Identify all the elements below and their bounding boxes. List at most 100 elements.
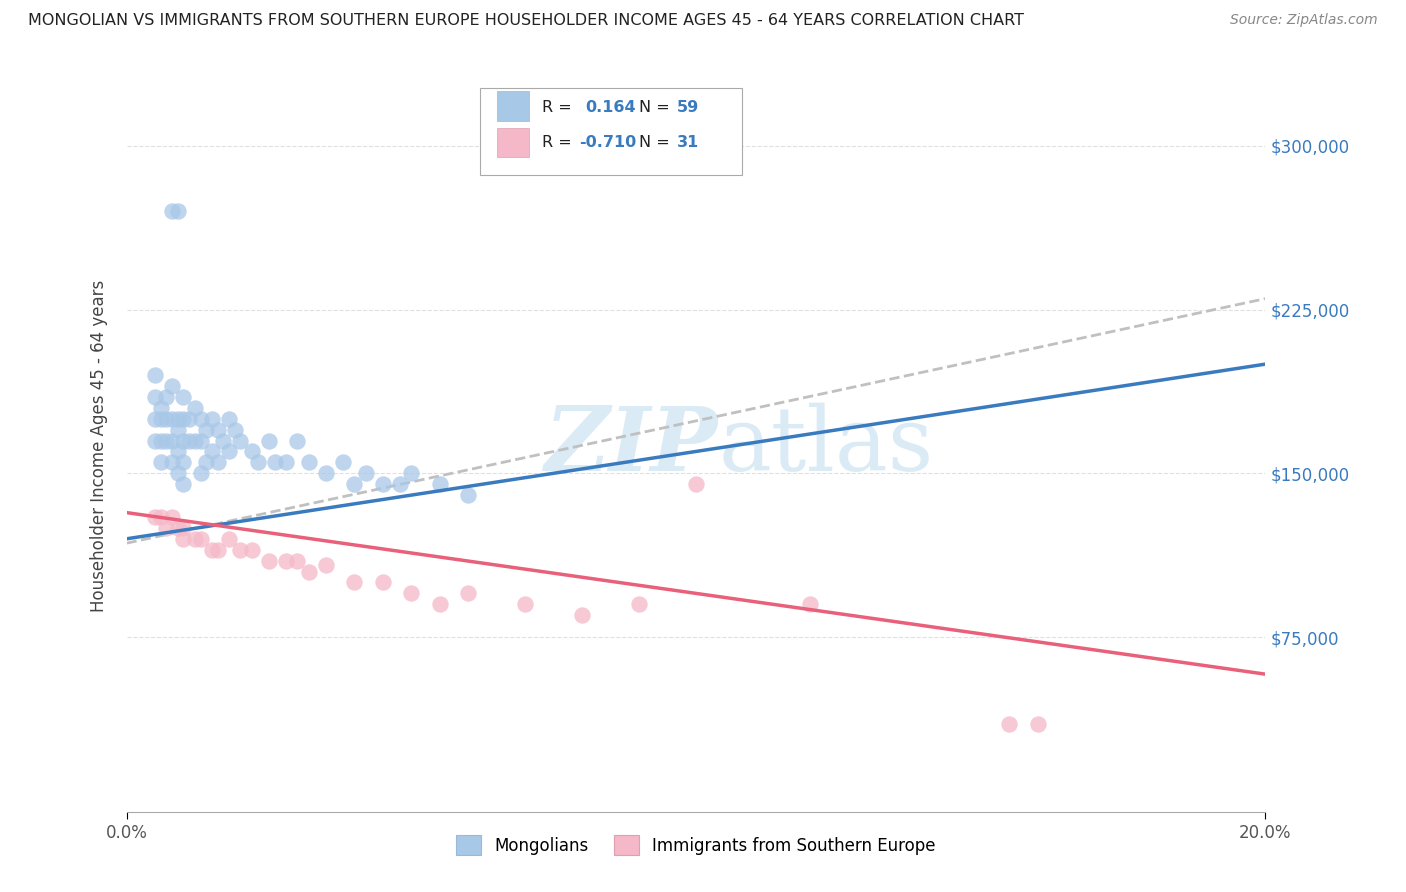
Y-axis label: Householder Income Ages 45 - 64 years: Householder Income Ages 45 - 64 years	[90, 280, 108, 612]
Point	[515, 597, 537, 611]
Point	[155, 521, 177, 535]
Point	[155, 390, 177, 404]
Point	[160, 379, 183, 393]
Text: ZIP: ZIP	[546, 403, 718, 489]
Point	[298, 455, 321, 469]
Point	[149, 411, 172, 425]
Point	[179, 434, 201, 448]
Point	[201, 444, 224, 458]
Point	[571, 608, 593, 623]
Point	[401, 467, 423, 481]
Point	[149, 455, 172, 469]
Point	[184, 401, 207, 415]
Point	[229, 434, 252, 448]
Point	[190, 411, 212, 425]
Point	[315, 467, 337, 481]
Point	[257, 434, 280, 448]
Text: N =: N =	[640, 100, 675, 115]
Point	[166, 423, 188, 437]
Point	[195, 423, 218, 437]
Point	[166, 444, 188, 458]
Text: -0.710: -0.710	[579, 135, 636, 150]
Point	[207, 423, 229, 437]
Point	[201, 411, 224, 425]
Point	[184, 532, 207, 546]
Point	[166, 411, 188, 425]
Point	[457, 488, 479, 502]
FancyBboxPatch shape	[496, 128, 529, 157]
Point	[371, 477, 394, 491]
Point	[149, 434, 172, 448]
Point	[143, 434, 166, 448]
Point	[799, 597, 821, 611]
Point	[1026, 717, 1049, 731]
Text: Source: ZipAtlas.com: Source: ZipAtlas.com	[1230, 13, 1378, 28]
Point	[190, 434, 212, 448]
Point	[274, 554, 297, 568]
Point	[429, 477, 451, 491]
Point	[149, 401, 172, 415]
Point	[240, 444, 263, 458]
Text: R =: R =	[543, 100, 576, 115]
Point	[166, 467, 188, 481]
Point	[218, 411, 240, 425]
Point	[160, 510, 183, 524]
Point	[287, 554, 309, 568]
FancyBboxPatch shape	[479, 87, 741, 176]
Point	[401, 586, 423, 600]
Point	[332, 455, 354, 469]
Point	[343, 477, 366, 491]
Point	[160, 434, 183, 448]
Point	[224, 423, 246, 437]
Point	[172, 477, 194, 491]
Point	[628, 597, 651, 611]
Point	[155, 411, 177, 425]
Point	[149, 510, 172, 524]
Point	[218, 532, 240, 546]
Point	[429, 597, 451, 611]
Point	[218, 444, 240, 458]
Point	[229, 542, 252, 557]
Point	[207, 542, 229, 557]
Point	[388, 477, 411, 491]
Point	[160, 411, 183, 425]
Point	[172, 434, 194, 448]
Text: 31: 31	[676, 135, 699, 150]
Point	[195, 455, 218, 469]
Point	[298, 565, 321, 579]
Text: MONGOLIAN VS IMMIGRANTS FROM SOUTHERN EUROPE HOUSEHOLDER INCOME AGES 45 - 64 YEA: MONGOLIAN VS IMMIGRANTS FROM SOUTHERN EU…	[28, 13, 1024, 29]
Point	[166, 521, 188, 535]
Point	[160, 204, 183, 219]
Point	[166, 204, 188, 219]
Point	[207, 455, 229, 469]
Text: 0.164: 0.164	[585, 100, 636, 115]
Point	[246, 455, 269, 469]
Point	[240, 542, 263, 557]
Point	[172, 521, 194, 535]
Point	[315, 558, 337, 572]
Point	[457, 586, 479, 600]
Point	[172, 532, 194, 546]
Point	[212, 434, 235, 448]
Point	[172, 411, 194, 425]
Text: 59: 59	[676, 100, 699, 115]
Point	[172, 390, 194, 404]
Point	[343, 575, 366, 590]
Point	[172, 455, 194, 469]
Point	[257, 554, 280, 568]
Point	[179, 411, 201, 425]
Point	[201, 542, 224, 557]
Point	[143, 510, 166, 524]
Point	[371, 575, 394, 590]
Text: N =: N =	[640, 135, 675, 150]
Point	[190, 532, 212, 546]
Point	[685, 477, 707, 491]
Point	[160, 455, 183, 469]
Text: R =: R =	[543, 135, 576, 150]
Point	[184, 434, 207, 448]
Point	[998, 717, 1021, 731]
Point	[143, 368, 166, 382]
Legend: Mongolians, Immigrants from Southern Europe: Mongolians, Immigrants from Southern Eur…	[450, 829, 942, 862]
Text: atlas: atlas	[718, 402, 934, 490]
Point	[287, 434, 309, 448]
